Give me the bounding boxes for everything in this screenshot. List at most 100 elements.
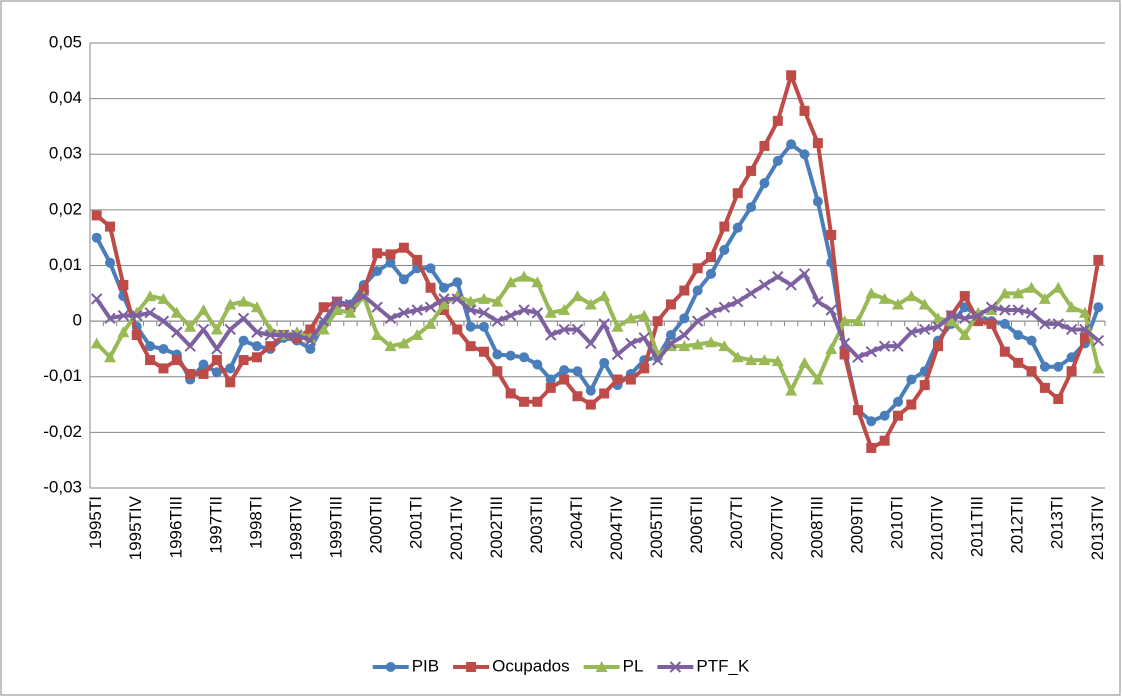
series-line: [95, 274, 1101, 393]
marker: [612, 374, 623, 385]
marker: [198, 368, 209, 379]
x-tick-label: 2009TII: [847, 496, 866, 554]
marker: [477, 292, 490, 304]
marker: [1025, 307, 1038, 319]
series-line: [94, 142, 1101, 424]
marker: [999, 304, 1011, 316]
marker: [438, 282, 449, 293]
marker: [1053, 394, 1064, 404]
x-tick-label: 1997TII: [206, 496, 225, 554]
marker: [171, 326, 183, 338]
marker: [691, 338, 704, 350]
marker: [852, 351, 864, 363]
marker: [571, 290, 584, 302]
marker: [705, 307, 717, 319]
marker: [758, 354, 771, 366]
marker: [826, 229, 837, 240]
marker: [264, 329, 277, 341]
marker: [251, 341, 262, 352]
marker: [372, 248, 383, 259]
marker: [878, 292, 891, 304]
marker: [331, 304, 344, 315]
marker: [237, 295, 250, 307]
marker: [572, 391, 583, 402]
marker: [595, 661, 608, 672]
marker: [452, 324, 463, 335]
marker: [91, 210, 102, 221]
marker: [1025, 281, 1038, 293]
marker: [492, 366, 503, 377]
marker: [638, 309, 651, 321]
marker: [331, 295, 343, 308]
marker: [371, 329, 384, 341]
y-tick-label: 0,02: [49, 199, 82, 218]
x-tick-label: 2013TIV: [1088, 495, 1107, 560]
marker: [891, 298, 904, 310]
marker: [438, 305, 449, 315]
marker: [812, 138, 823, 149]
marker: [866, 416, 877, 427]
marker: [491, 295, 504, 307]
marker: [759, 140, 770, 151]
x-tick-label: 2011TIII: [968, 496, 987, 557]
marker: [998, 287, 1011, 299]
marker: [385, 249, 396, 260]
marker: [465, 341, 476, 352]
marker: [1078, 306, 1091, 318]
marker: [424, 301, 437, 313]
marker: [531, 276, 544, 288]
marker: [558, 304, 571, 315]
marker: [224, 323, 236, 336]
marker: [478, 307, 490, 319]
marker: [1012, 287, 1025, 299]
legend-label: PL: [623, 656, 644, 675]
marker: [933, 341, 944, 352]
marker: [745, 354, 758, 366]
marker: [372, 266, 383, 277]
x-tick-label: 1995TI: [86, 496, 105, 549]
marker: [1065, 323, 1078, 336]
marker: [398, 274, 409, 285]
marker: [277, 329, 290, 341]
x-tick-label: 1999TIII: [327, 496, 346, 558]
marker: [585, 337, 597, 350]
marker: [972, 309, 984, 322]
marker: [438, 293, 450, 305]
marker: [251, 326, 263, 338]
marker: [558, 323, 570, 336]
marker: [237, 312, 250, 325]
marker: [398, 242, 409, 253]
marker: [811, 373, 824, 385]
marker: [638, 332, 650, 344]
marker: [398, 307, 410, 319]
marker: [478, 321, 489, 332]
marker: [424, 317, 437, 329]
series-line: [95, 271, 1100, 363]
marker: [625, 337, 637, 350]
marker: [706, 252, 717, 263]
marker: [798, 268, 811, 280]
marker: [1013, 357, 1024, 368]
marker: [599, 388, 610, 399]
marker: [318, 302, 329, 313]
marker: [652, 316, 663, 327]
marker: [131, 309, 143, 322]
marker: [385, 662, 396, 672]
marker: [839, 349, 850, 360]
marker: [344, 306, 357, 318]
marker: [397, 337, 410, 349]
marker: [105, 221, 116, 232]
marker: [692, 263, 703, 274]
marker: [384, 312, 397, 325]
marker: [291, 329, 303, 341]
marker: [825, 342, 838, 354]
marker: [838, 315, 851, 327]
x-tick-label: 2004TI: [567, 496, 586, 549]
marker: [131, 330, 142, 341]
marker: [892, 396, 903, 407]
marker: [118, 279, 129, 290]
x-tick-label: 2008TIII: [807, 496, 826, 558]
marker: [919, 380, 930, 391]
marker: [437, 298, 450, 310]
